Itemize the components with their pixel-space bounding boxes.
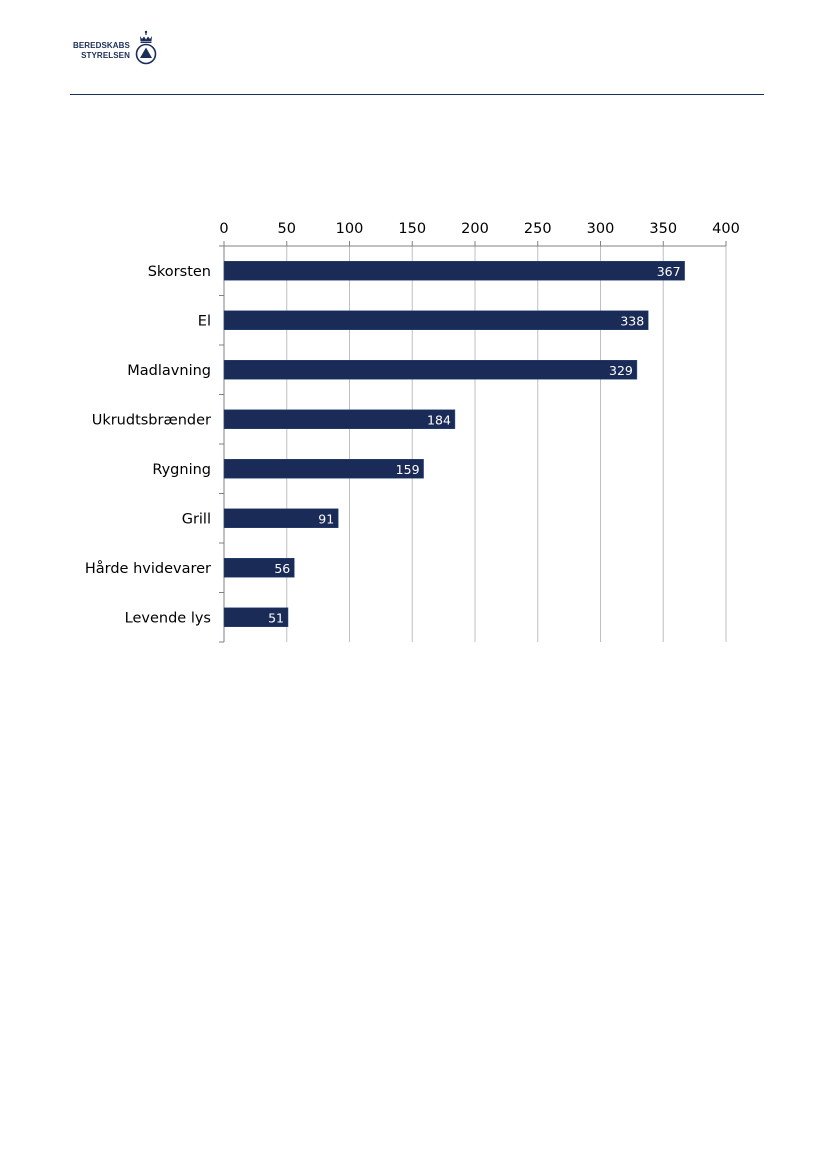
x-tick-label: 0	[219, 221, 228, 237]
chart-data-labels: 367 338 329 184 159 91 56 51	[268, 264, 680, 626]
bar-value-label: 51	[268, 610, 284, 625]
category-label: Levende lys	[125, 610, 211, 626]
crown-emblem-icon	[135, 30, 157, 65]
category-label: El	[198, 313, 211, 329]
x-tick-label: 300	[587, 221, 615, 237]
chart-bars	[223, 261, 685, 627]
bar	[223, 558, 295, 578]
x-tick-label: 200	[461, 221, 489, 237]
bar-value-label: 159	[396, 462, 420, 477]
logo-line-1: BEREDSKABS	[72, 41, 130, 50]
category-label: Ukrudtsbrænder	[92, 412, 211, 428]
chart-gridlines	[286, 246, 727, 642]
bar-value-label: 56	[274, 561, 290, 576]
x-tick-label: 350	[649, 221, 677, 237]
category-label: Rygning	[152, 462, 211, 478]
category-label: Skorsten	[148, 264, 211, 280]
category-label: Grill	[182, 511, 211, 527]
bar	[223, 459, 424, 479]
bar	[223, 508, 339, 528]
brand-logo: BEREDSKABS STYRELSEN	[68, 30, 168, 70]
category-label: Madlavning	[127, 363, 211, 379]
bar-value-label: 329	[609, 363, 633, 378]
chart-axes	[219, 241, 727, 643]
x-tick-label: 50	[278, 221, 296, 237]
logo-line-2: STYRELSEN	[81, 51, 130, 60]
x-tick-label: 400	[712, 221, 740, 237]
bar-chart: 0 50 100 150 200 250 300 350 400 Skorsten El Madla…	[85, 221, 740, 643]
bar-value-label: 367	[657, 264, 681, 279]
logo-wordmark: BEREDSKABS STYRELSEN	[68, 41, 130, 61]
category-label: Hårde hvidevarer	[85, 560, 211, 577]
bar-value-label: 338	[620, 313, 644, 328]
x-axis-tick-labels: 0 50 100 150 200 250 300 350 400	[219, 221, 739, 237]
header-divider	[70, 94, 764, 95]
bar-value-label: 184	[427, 412, 451, 427]
x-tick-label: 250	[524, 221, 552, 237]
bar	[223, 261, 685, 281]
bar	[223, 310, 649, 330]
y-axis-category-labels: Skorsten El Madlavning Ukrudtsbrænder Rygnin…	[85, 264, 211, 627]
bar	[223, 360, 638, 380]
x-tick-label: 150	[398, 221, 426, 237]
x-tick-label: 100	[336, 221, 364, 237]
bar	[223, 409, 456, 429]
bar	[223, 607, 289, 627]
bar-value-label: 91	[318, 511, 334, 526]
